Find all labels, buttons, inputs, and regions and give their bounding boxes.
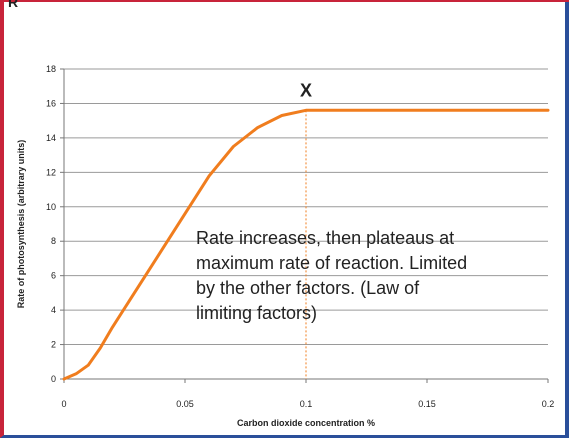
annotation-line-4: limiting factors) [196, 303, 318, 323]
y-tick-label-9: 18 [46, 64, 56, 74]
y-tick-label-6: 12 [46, 167, 56, 177]
annotation-line-2: maximum rate of reaction. Limited [196, 253, 468, 273]
x-tick-label-3: 0.15 [418, 399, 436, 409]
y-tick-label-5: 10 [46, 202, 56, 212]
x-tick-label-4: 0.2 [542, 399, 555, 409]
series-line [62, 108, 550, 381]
y-tick-label-2: 4 [51, 305, 56, 315]
frame-top-border [4, 0, 569, 2]
y-tick-label-0: 0 [51, 374, 56, 384]
y-tick-label-1: 2 [51, 340, 56, 350]
chart-title-fragment: R [8, 0, 19, 10]
annotation-box: Rate increases, then plateaus at maximum… [196, 226, 526, 326]
y-tick-label-3: 6 [51, 271, 56, 281]
marker-label: X [300, 80, 312, 100]
x-tick-label-0: 0 [61, 399, 66, 409]
x-tick-label-1: 0.05 [176, 399, 194, 409]
x-tick-label-2: 0.1 [300, 399, 313, 409]
annotation-line-1: Rate increases, then plateaus at [196, 228, 455, 248]
y-tick-label-4: 8 [51, 236, 56, 246]
y-axis-label: Rate of photosynthesis (arbitrary units) [16, 140, 26, 309]
y-tick-label-8: 16 [46, 98, 56, 108]
y-tick-label-7: 14 [46, 133, 56, 143]
annotation-line-3: by the other factors. (Law of [196, 278, 420, 298]
x-axis-label: Carbon dioxide concentration % [237, 418, 375, 428]
tick-labels: 0 2 4 6 8 10 12 14 16 18 0 0.05 0.1 0.15 0.2 [46, 64, 554, 409]
